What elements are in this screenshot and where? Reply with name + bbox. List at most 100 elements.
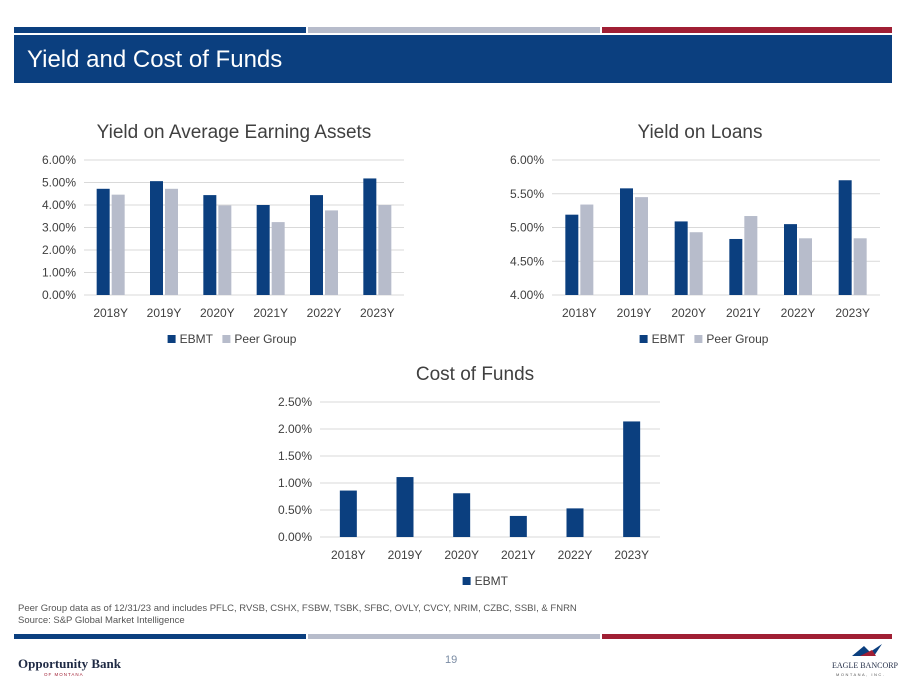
- y-tick-label: 2.50%: [278, 395, 312, 409]
- bar-ebmt: [396, 477, 414, 537]
- legend-label: Peer Group: [234, 332, 296, 346]
- bar-ebmt: [339, 490, 357, 537]
- bar-peer-group: [580, 204, 594, 295]
- bar-peer-group: [325, 210, 338, 295]
- x-tick-label: 2021Y: [726, 306, 761, 320]
- x-tick-label: 2018Y: [331, 548, 366, 562]
- y-tick-label: 5.50%: [510, 187, 544, 201]
- x-tick-label: 2020Y: [200, 306, 235, 320]
- bar-peer-group: [853, 238, 867, 295]
- bottom-stripe-blue: [14, 634, 306, 639]
- chart-yield-loans-svg: Yield on Loans 4.00% 4.50% 5.00% 5.50% 6.00% 2…: [510, 122, 880, 346]
- bar-peer-group: [271, 222, 285, 295]
- chart-title: Cost of Funds: [416, 364, 534, 385]
- eagle-bancorp-logo: EAGLE BANCORP MONTANA, INC.: [830, 642, 900, 678]
- x-tick-label: 2022Y: [781, 306, 816, 320]
- bar-ebmt: [784, 224, 797, 295]
- x-tick-label: 2021Y: [501, 548, 536, 562]
- y-tick-label: 0.50%: [278, 503, 312, 517]
- legend-swatch: [694, 335, 703, 343]
- bar-ebmt: [453, 493, 471, 537]
- x-tick-label: 2022Y: [558, 548, 593, 562]
- y-tick-label: 4.50%: [510, 254, 544, 268]
- y-tick-label: 2.00%: [42, 243, 76, 257]
- chart-title: Yield on Loans: [637, 122, 762, 143]
- bar-ebmt: [565, 214, 579, 295]
- bar-peer-group: [111, 194, 125, 295]
- bar-peer-group: [378, 205, 392, 295]
- top-stripe-blue: [14, 27, 306, 33]
- y-tick-label: 1.00%: [42, 266, 76, 280]
- page-number: 19: [445, 654, 458, 666]
- y-tick-label: 1.00%: [278, 476, 312, 490]
- chart-yield-earning-assets: Yield on Average Earning Assets 0.00% 1.00…: [14, 110, 414, 360]
- x-tick-label: 2022Y: [307, 306, 342, 320]
- y-tick-label: 6.00%: [42, 153, 76, 167]
- x-tick-label: 2018Y: [93, 306, 128, 320]
- footnote-peer-group: Peer Group data as of 12/31/23 and inclu…: [18, 603, 577, 614]
- title-bar: Yield and Cost of Funds: [14, 35, 892, 83]
- logo-left-sub: OF MONTANA: [44, 672, 84, 677]
- legend-label: EBMT: [652, 332, 686, 346]
- logo-right-sub: MONTANA, INC.: [836, 672, 885, 677]
- top-stripe-red: [602, 27, 892, 33]
- chart-cost-of-funds: Cost of Funds 0.00% 0.50% 1.00% 1.50% 2.00% 2.…: [250, 352, 670, 597]
- bar-ebmt: [310, 195, 323, 295]
- slide-title: Yield and Cost of Funds: [27, 46, 283, 73]
- bar-ebmt: [256, 205, 270, 295]
- bar-ebmt: [203, 195, 217, 295]
- x-tick-label: 2019Y: [388, 548, 423, 562]
- bar-ebmt: [509, 515, 527, 537]
- bar-peer-group: [165, 188, 178, 295]
- bar-peer-group: [635, 197, 648, 295]
- footnote-source: Source: S&P Global Market Intelligence: [18, 615, 185, 626]
- bar-ebmt: [729, 238, 743, 295]
- logo-right-name: EAGLE BANCORP: [832, 661, 899, 670]
- bar-ebmt: [674, 221, 688, 295]
- top-stripe-gray: [308, 27, 600, 33]
- bottom-stripe-gray: [308, 634, 600, 639]
- bar-ebmt: [623, 421, 641, 537]
- x-tick-label: 2019Y: [147, 306, 182, 320]
- bar-ebmt: [838, 180, 852, 295]
- y-tick-label: 5.00%: [42, 176, 76, 190]
- x-tick-label: 2023Y: [360, 306, 395, 320]
- bottom-stripe-red: [602, 634, 892, 639]
- bar-peer-group: [799, 238, 812, 295]
- x-tick-label: 2018Y: [562, 306, 597, 320]
- legend-swatch: [222, 335, 231, 343]
- y-tick-label: 6.00%: [510, 153, 544, 167]
- y-tick-label: 4.00%: [42, 198, 76, 212]
- legend-label: EBMT: [180, 332, 214, 346]
- y-tick-label: 0.00%: [278, 530, 312, 544]
- y-tick-label: 1.50%: [278, 449, 312, 463]
- chart-title: Yield on Average Earning Assets: [97, 122, 372, 143]
- bar-ebmt: [566, 508, 584, 537]
- bar-ebmt: [620, 188, 633, 295]
- x-tick-label: 2023Y: [835, 306, 870, 320]
- bar-ebmt: [363, 178, 377, 295]
- bar-ebmt: [96, 188, 110, 295]
- x-tick-label: 2023Y: [614, 548, 649, 562]
- y-tick-label: 0.00%: [42, 288, 76, 302]
- eagle-icon: [852, 644, 882, 656]
- chart-yield-loans: Yield on Loans 4.00% 4.50% 5.00% 5.50% 6.00% 2…: [490, 110, 890, 360]
- y-tick-label: 3.00%: [42, 221, 76, 235]
- bar-peer-group: [218, 205, 232, 295]
- legend-label: EBMT: [475, 574, 509, 588]
- opportunity-bank-logo: Opportunity Bank OF MONTANA: [14, 652, 134, 678]
- x-tick-label: 2020Y: [671, 306, 706, 320]
- legend-swatch: [167, 335, 176, 343]
- legend-swatch: [462, 577, 471, 585]
- logo-left-name: Opportunity Bank: [18, 656, 122, 671]
- y-tick-label: 4.00%: [510, 288, 544, 302]
- chart-yield-earning-assets-svg: Yield on Average Earning Assets 0.00% 1.00…: [42, 122, 404, 346]
- chart-cost-of-funds-svg: Cost of Funds 0.00% 0.50% 1.00% 1.50% 2.00% 2.…: [278, 364, 660, 588]
- x-tick-label: 2020Y: [444, 548, 479, 562]
- x-tick-label: 2019Y: [617, 306, 652, 320]
- bar-peer-group: [689, 232, 703, 295]
- legend-label: Peer Group: [706, 332, 768, 346]
- bar-ebmt: [150, 181, 163, 295]
- x-tick-label: 2021Y: [253, 306, 288, 320]
- bar-peer-group: [744, 216, 758, 295]
